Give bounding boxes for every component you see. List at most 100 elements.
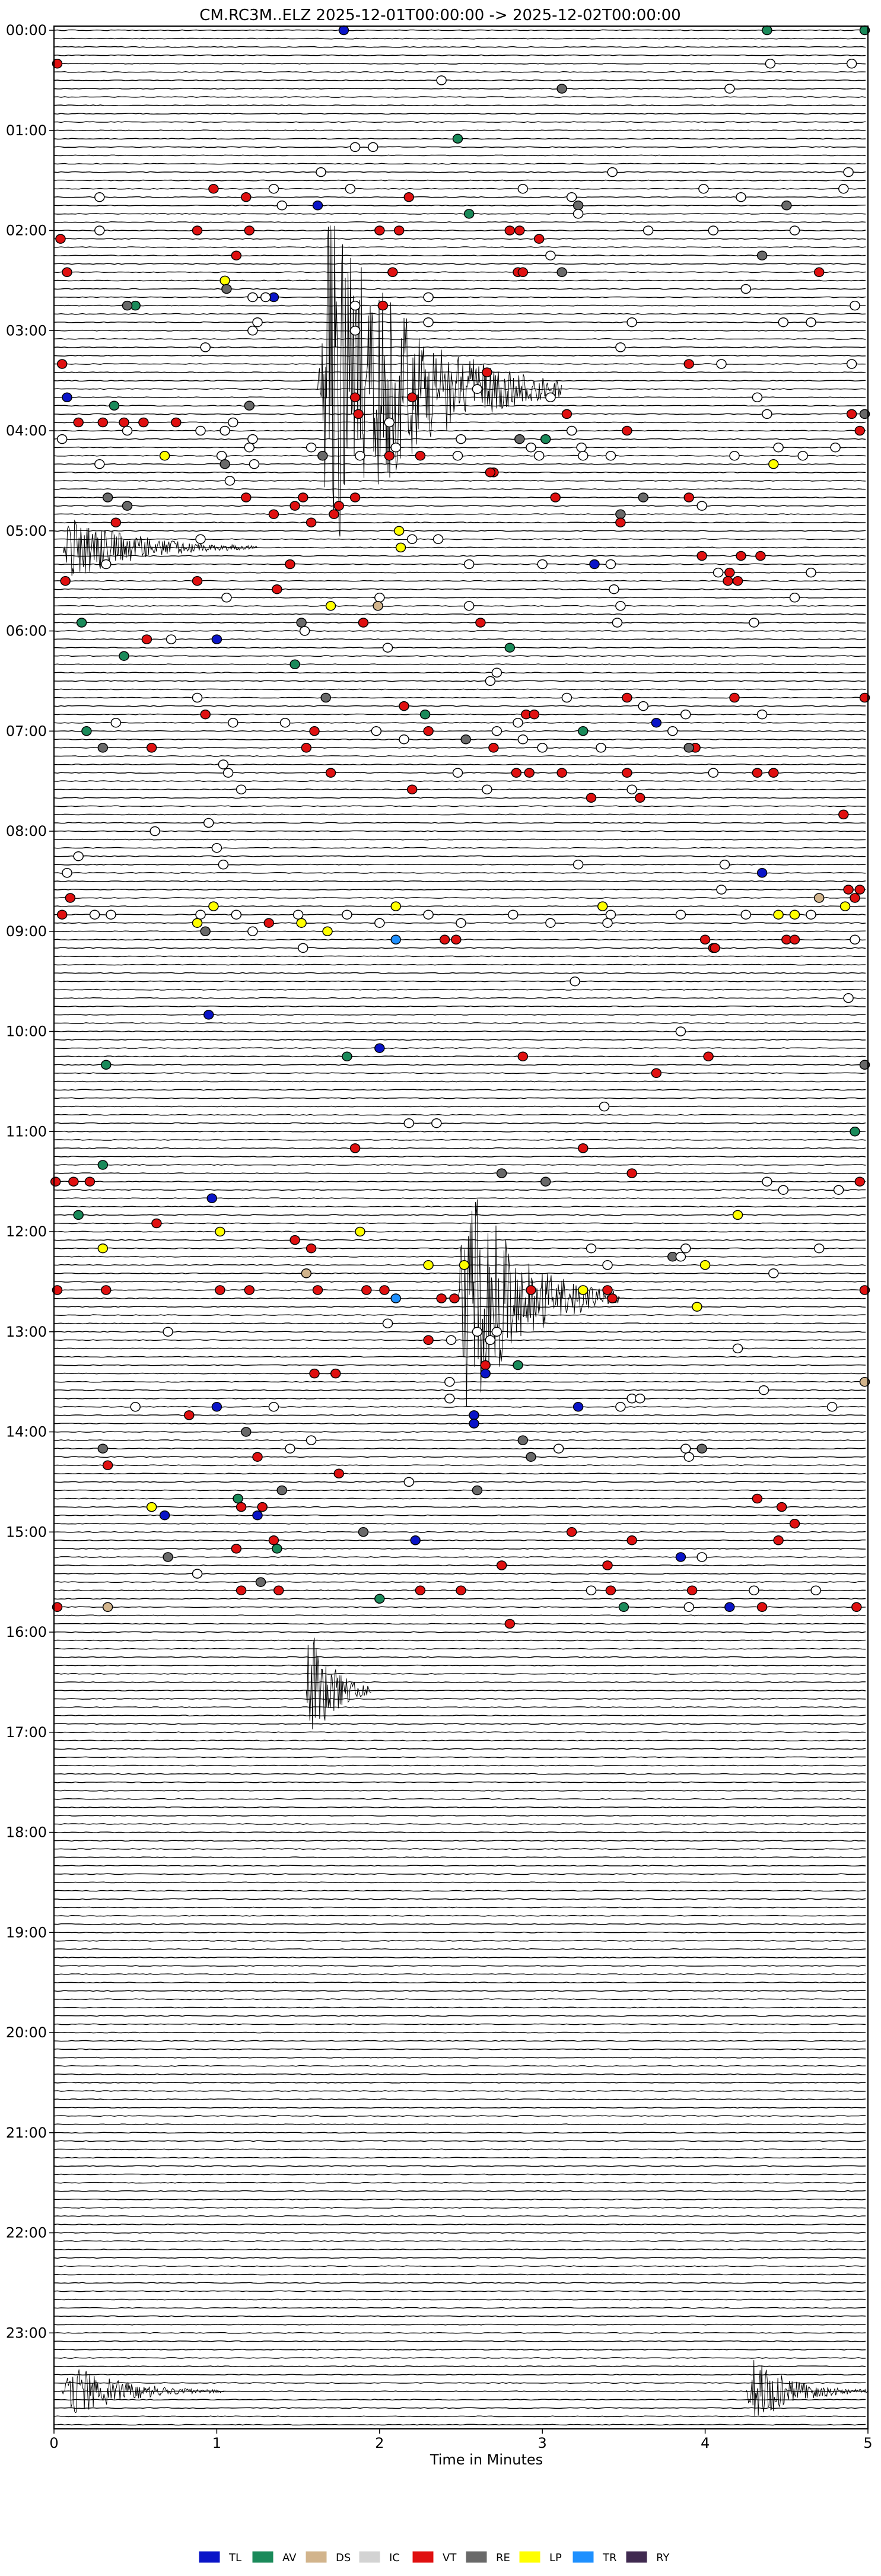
event-marker-re: [859, 409, 870, 419]
event-marker-av: [76, 618, 87, 628]
legend-label: RY: [656, 2552, 670, 2564]
trace-row: [53, 1423, 866, 1424]
event-marker-vt: [309, 1368, 320, 1379]
event-marker-other: [446, 1335, 457, 1346]
legend-swatch: [199, 2551, 220, 2563]
event-marker-other: [62, 868, 72, 878]
event-marker-av: [97, 1160, 109, 1170]
event-marker-tl: [211, 634, 222, 644]
trace-row: [53, 1931, 866, 1933]
event-marker-vt: [843, 885, 854, 895]
trace-row: [53, 380, 866, 382]
event-marker-other: [228, 717, 238, 728]
trace-row: [53, 230, 866, 231]
event-marker-other: [789, 225, 800, 236]
y-tick-label: 06:00: [6, 623, 47, 640]
event-marker-other: [813, 1243, 825, 1254]
event-marker-other: [382, 1318, 393, 1328]
event-marker-re: [163, 1552, 173, 1562]
trace-row: [53, 813, 866, 816]
event-marker-vt: [449, 1293, 460, 1303]
event-marker-vt: [231, 1544, 242, 1554]
event-marker-other: [626, 784, 637, 794]
event-marker-other: [349, 142, 361, 152]
event-marker-re: [97, 743, 109, 753]
event-marker-other: [545, 918, 556, 928]
event-marker-other: [195, 909, 206, 920]
trace-row: [53, 1715, 866, 1717]
event-marker-other: [260, 292, 271, 303]
event-marker-vt: [622, 425, 632, 436]
event-marker-other: [846, 359, 857, 369]
trace-row: [53, 371, 866, 374]
trace-row: [53, 1206, 866, 1208]
event-marker-vt: [496, 1560, 507, 1570]
event-marker-other: [615, 1402, 626, 1412]
event-marker-vt: [622, 768, 632, 778]
y-tick-label: 14:00: [6, 1424, 47, 1440]
event-marker-re: [241, 1427, 252, 1437]
event-marker-vt: [236, 1502, 247, 1512]
event-marker-re: [122, 300, 133, 311]
event-marker-vt: [789, 934, 800, 945]
event-marker-other: [292, 909, 304, 920]
event-marker-vt: [290, 501, 300, 511]
y-tick-label: 10:00: [6, 1023, 47, 1040]
event-marker-vt: [768, 768, 779, 778]
event-marker-vt: [403, 192, 414, 202]
trace-row: [54, 37, 866, 40]
trace-row: [53, 171, 866, 173]
trace-row: [53, 179, 866, 182]
event-marker-lp: [692, 1302, 702, 1312]
event-marker-vt: [854, 885, 866, 895]
trace-row: [53, 2123, 866, 2126]
event-marker-other: [485, 676, 496, 686]
trace-row: [53, 1456, 866, 1458]
trace-row: [53, 1764, 866, 1767]
event-marker-other: [810, 1585, 821, 1595]
trace-row: [53, 2298, 866, 2301]
event-marker-vt: [813, 267, 825, 278]
y-tick-label: 04:00: [6, 422, 47, 439]
event-marker-other: [537, 743, 548, 753]
event-marker-vt: [377, 300, 389, 311]
event-marker-other: [390, 442, 401, 453]
event-marker-re: [683, 743, 694, 753]
trace-row: [53, 596, 866, 599]
event-marker-other: [566, 192, 577, 202]
trace-row: [53, 1506, 866, 1508]
event-marker-av: [850, 1127, 860, 1137]
event-marker-re: [358, 1527, 369, 1537]
trace-row: [53, 1481, 866, 1483]
event-marker-other: [444, 1376, 455, 1387]
event-marker-other: [220, 425, 230, 436]
event-marker-lp: [459, 1260, 470, 1270]
trace-row: [53, 1156, 866, 1157]
event-marker-tl: [480, 1368, 491, 1379]
trace-row: [53, 1064, 866, 1066]
event-marker-other: [195, 425, 206, 436]
trace-row: [53, 638, 866, 641]
event-marker-vt: [854, 425, 866, 436]
event-marker-lp: [839, 901, 851, 911]
event-marker-re: [615, 509, 626, 519]
y-tick-label: 05:00: [6, 523, 47, 539]
trace-row: [53, 1331, 866, 1333]
event-marker-re: [573, 201, 584, 211]
event-marker-lp: [732, 1210, 743, 1220]
trace-row: [53, 713, 866, 715]
event-marker-other: [749, 618, 759, 628]
event-marker-vt: [399, 701, 409, 711]
event-marker-vt: [384, 450, 395, 461]
trace-row: [53, 2307, 866, 2309]
event-marker-vt: [358, 618, 369, 628]
event-marker-vt: [60, 575, 71, 586]
y-tick-label: 17:00: [6, 1724, 47, 1741]
event-marker-other: [423, 317, 434, 327]
trace-row: [53, 104, 866, 107]
event-marker-other: [472, 384, 483, 394]
event-marker-re: [255, 1577, 266, 1587]
event-marker-vt: [529, 709, 540, 720]
trace-row: [53, 1031, 866, 1032]
event-marker-lp: [215, 1226, 225, 1237]
